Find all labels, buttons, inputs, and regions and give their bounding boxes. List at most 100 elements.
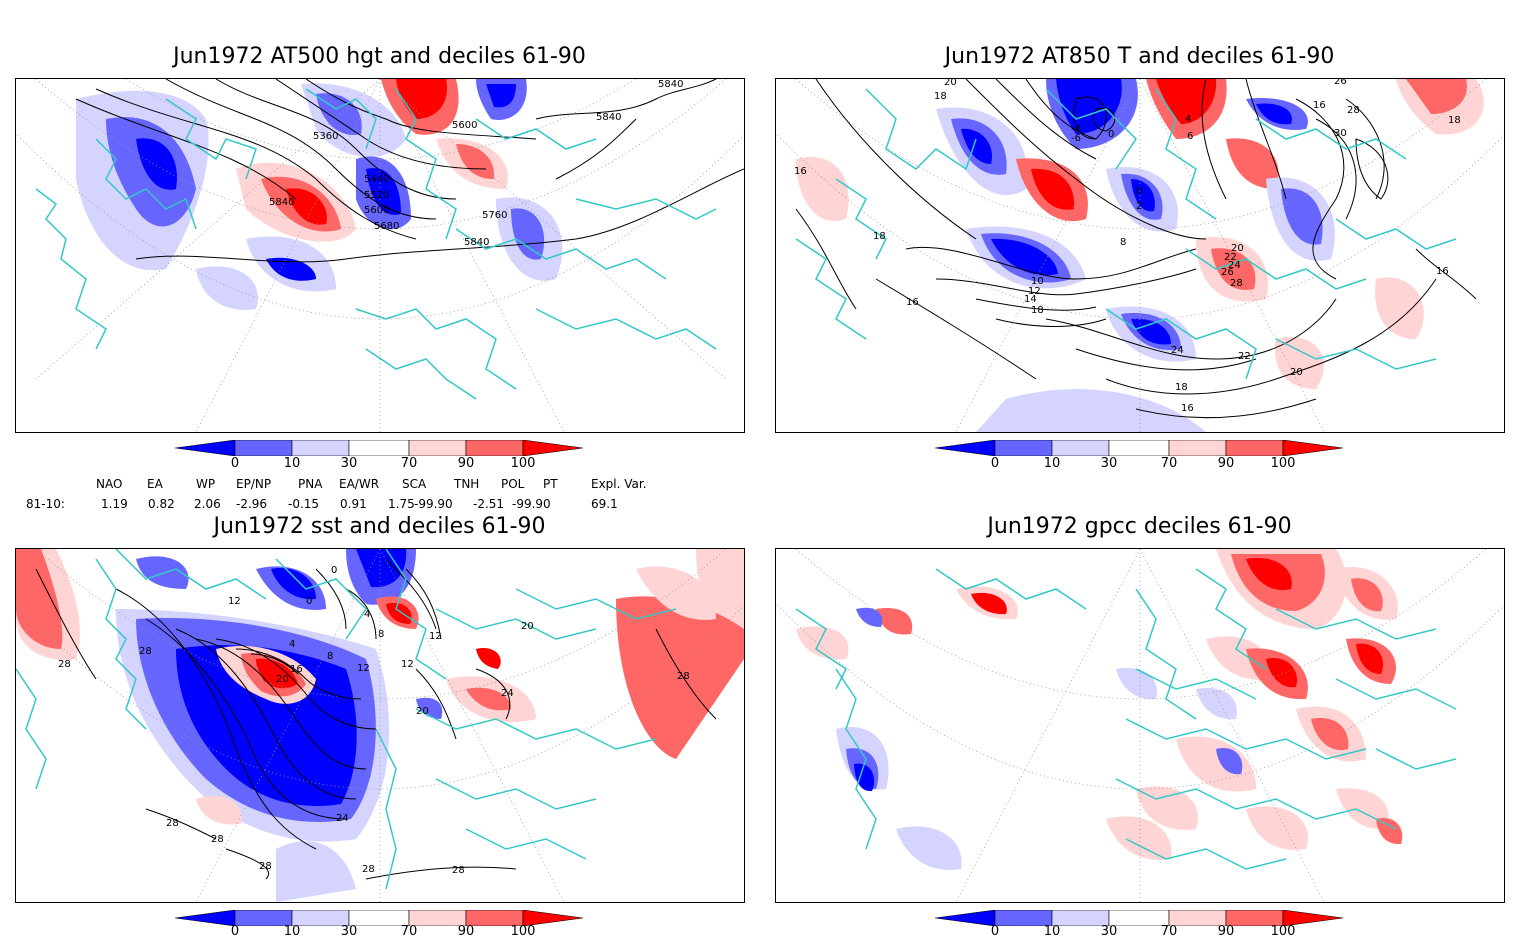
contour-label: 12 — [401, 659, 414, 670]
contour-label: 28 — [58, 659, 71, 670]
index-value: 0.91 — [340, 497, 367, 511]
cb-tick: 70 — [1160, 456, 1178, 471]
colorbar-t850: 0 10 30 70 90 100 — [934, 439, 1345, 474]
panel-title-hgt500: Jun1972 AT500 hgt and deciles 61-90 — [173, 44, 586, 69]
panel-title-sst: Jun1972 sst and deciles 61-90 — [213, 514, 546, 539]
contour-label: 28 — [211, 834, 224, 845]
coastlines — [795, 568, 1457, 870]
cb-tick: 90 — [1217, 924, 1235, 939]
contour-label: 20 — [416, 706, 429, 717]
cb-tick: 100 — [510, 456, 536, 471]
cb-tick: 30 — [1100, 456, 1118, 471]
contour-label: 5360 — [313, 131, 338, 142]
contour-label: 20 — [1231, 243, 1244, 254]
map-hgt500: 5840 5360 5600 5840 5840 5440 5520 5600 … — [15, 78, 745, 433]
contour-label: 12 — [228, 596, 241, 607]
index-header: PNA — [298, 477, 323, 491]
panel-title-t850: Jun1972 AT850 T and deciles 61-90 — [944, 44, 1335, 69]
cb-tick: 10 — [283, 924, 301, 939]
index-value: -0.15 — [288, 497, 320, 511]
index-header: EP/NP — [236, 477, 272, 491]
cb-seg-0 — [174, 439, 236, 457]
cb-tick: 90 — [457, 924, 475, 939]
contour-label: 24 — [336, 813, 349, 824]
contour-label: 16 — [1313, 100, 1326, 111]
contour-label: 5680 — [374, 221, 399, 232]
contour-label: 12 — [357, 663, 370, 674]
panel-title-gpcc: Jun1972 gpcc deciles 61-90 — [987, 514, 1292, 539]
contour-label: 5840 — [464, 237, 489, 248]
index-header: NAO — [96, 477, 123, 491]
contour-label: 26 — [1334, 79, 1347, 87]
cb-seg-3 — [348, 439, 410, 457]
index-value: -99.90 — [512, 497, 551, 511]
contour-label: -4 — [1071, 124, 1081, 135]
cb-tick: 30 — [1100, 924, 1118, 939]
index-header: SCA — [402, 477, 427, 491]
index-header: EA/WR — [339, 477, 380, 491]
decile-shading — [76, 79, 563, 310]
contour-label: 24 — [501, 688, 514, 699]
contour-label: 18 — [873, 231, 886, 242]
colorbar-hgt500: 0 10 30 70 90 100 — [174, 439, 585, 474]
index-value: -2.96 — [236, 497, 268, 511]
colorbar-gpcc: 0 10 30 70 90 100 — [934, 909, 1345, 940]
contour-label: 2 — [1136, 201, 1142, 212]
decile-shading — [16, 549, 744, 902]
height-contours — [75, 79, 744, 263]
lat-lon-grid — [16, 549, 744, 902]
contour-label: 20 — [1290, 367, 1303, 378]
cb-tick: 70 — [400, 456, 418, 471]
contour-label: 30 — [1334, 128, 1347, 139]
cb-tick: 10 — [283, 456, 301, 471]
contour-labels: 20 18 -4 -6 0 4 6 16 26 28 30 18 0 2 8 1… — [794, 79, 1461, 414]
contour-label: 16 — [1181, 403, 1194, 414]
cb-seg-1 — [234, 439, 293, 457]
contour-label: 26 — [1221, 267, 1234, 278]
contour-label: 22 — [1224, 252, 1237, 263]
contour-label: 18 — [1175, 382, 1188, 393]
index-value: 1.19 — [101, 497, 128, 511]
contour-label: 28 — [1230, 278, 1243, 289]
cb-tick: 30 — [340, 456, 358, 471]
coastlines — [795, 88, 1457, 380]
contour-label: 0 — [306, 596, 312, 607]
coastlines — [16, 549, 677, 890]
cb-tick: 0 — [230, 456, 240, 471]
contour-label: 16 — [1436, 266, 1449, 277]
contour-label: 18 — [1031, 305, 1044, 316]
cb-tick: 0 — [990, 924, 1000, 939]
index-header: Expl. Var. — [591, 477, 647, 491]
cb-seg-6 — [522, 439, 584, 457]
cb-tick: 100 — [1270, 924, 1296, 939]
contour-label: 4 — [289, 639, 295, 650]
index-header: POL — [501, 477, 525, 491]
cb-tick: 70 — [1160, 924, 1178, 939]
cb-seg-5 — [465, 439, 524, 457]
colorbar-sst: 0 10 30 70 90 100 — [174, 909, 585, 940]
cb-seg-6 — [1282, 439, 1344, 457]
cb-seg-3 — [1108, 439, 1170, 457]
index-value: 0.82 — [148, 497, 175, 511]
cb-seg-6 — [522, 909, 584, 927]
index-header: TNH — [454, 477, 480, 491]
cb-tick: 90 — [457, 456, 475, 471]
map-t850: 20 18 -4 -6 0 4 6 16 26 28 30 18 0 2 8 1… — [775, 78, 1505, 433]
coastlines — [35, 88, 717, 400]
contour-label: 24 — [1228, 260, 1241, 271]
index-value: -99.90 — [414, 497, 453, 511]
cb-seg-2 — [1051, 439, 1110, 457]
cb-seg-0 — [174, 909, 236, 927]
cb-tick: 70 — [400, 924, 418, 939]
contour-label: 28 — [166, 818, 179, 829]
index-value: 1.75 — [388, 497, 415, 511]
cb-tick: 90 — [1217, 456, 1235, 471]
contour-labels: 5840 5360 5600 5840 5840 5440 5520 5600 … — [269, 79, 683, 248]
contour-label: 12 — [1028, 286, 1041, 297]
contour-label: 14 — [1024, 294, 1037, 305]
cb-seg-0 — [934, 909, 996, 927]
contour-label: 18 — [934, 91, 947, 102]
contour-label: 8 — [1120, 237, 1126, 248]
contour-label: 20 — [944, 79, 957, 88]
contour-label: 24 — [1171, 345, 1184, 356]
